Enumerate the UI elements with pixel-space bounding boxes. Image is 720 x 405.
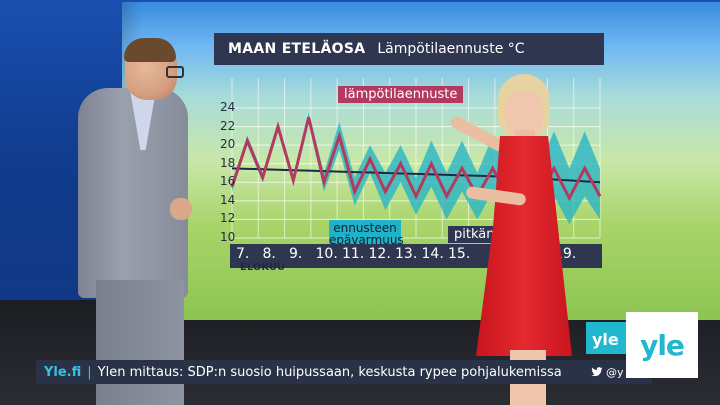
yle-logo-text: yle: [640, 328, 685, 362]
ticker-site[interactable]: Yle.fi: [44, 364, 82, 380]
live-logo: yle: [592, 330, 619, 349]
x-tick-label: 10.: [315, 246, 338, 262]
glasses-icon: [166, 66, 184, 78]
x-tick-label: 15.: [448, 246, 471, 262]
x-tick-label: 8.: [262, 246, 276, 262]
x-tick-label: 7.: [236, 246, 250, 262]
x-tick-label: 13.: [395, 246, 418, 262]
chart-region-title: MAAN ETELÄOSA: [228, 41, 366, 57]
x-tick-label: 11.: [342, 246, 365, 262]
month-label: ELOKUU: [240, 262, 286, 273]
forecast-label: lämpötilaennuste: [338, 86, 464, 103]
y-tick-label: 12: [220, 211, 236, 226]
live-badge: [586, 322, 626, 354]
twitter-icon: [591, 367, 603, 377]
ticker-headline: Ylen mittaus: SDP:n suosio huipussaan, k…: [97, 364, 562, 380]
social-handle-text: @y: [606, 365, 624, 379]
male-presenter-legs: [96, 280, 184, 405]
x-tick-label: 14.: [421, 246, 444, 262]
y-tick-label: 10: [220, 230, 236, 244]
channel-logo: yle: [626, 312, 698, 378]
male-presenter-hand: [170, 198, 192, 220]
social-handle: @y: [585, 360, 632, 384]
uncertainty-label: ennusteen epävarmuus: [329, 220, 404, 248]
chart-subtitle: Lämpötilaennuste °C: [377, 41, 525, 57]
chart-title-bar: MAAN ETELÄOSA Lämpötilaennuste °C: [214, 33, 604, 65]
male-presenter-body: [78, 88, 188, 298]
news-ticker: Yle.fi | Ylen mittaus: SDP:n suosio huip…: [36, 360, 652, 384]
y-tick-label: 14: [220, 192, 236, 207]
ticker-separator: |: [87, 364, 92, 380]
y-tick-label: 22: [220, 118, 236, 133]
y-tick-label: 16: [220, 174, 236, 189]
y-tick-label: 24: [220, 100, 236, 114]
y-tick-label: 20: [220, 137, 236, 152]
male-presenter-hair: [124, 38, 176, 62]
y-tick-label: 18: [220, 155, 236, 170]
x-tick-label: 9.: [289, 246, 303, 262]
x-tick-label: 12.: [368, 246, 391, 262]
